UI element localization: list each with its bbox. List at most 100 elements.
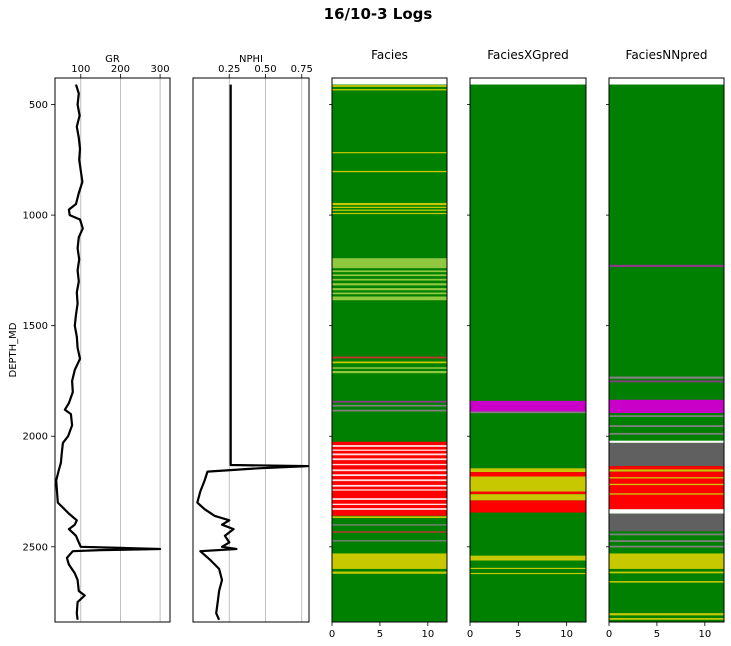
y-axis-label: DEPTH_MD	[8, 322, 19, 377]
figure-title: 16/10-3 Logs	[324, 5, 433, 23]
y-tick-label: 500	[29, 100, 48, 111]
facies-band	[609, 264, 724, 268]
facies-band	[609, 469, 724, 472]
y-tick-label: 1000	[23, 211, 48, 222]
facies-band	[332, 202, 447, 206]
facies-band	[609, 483, 724, 486]
facies-band	[332, 469, 447, 472]
facies-band	[332, 453, 447, 456]
x-tick-label: 10	[560, 629, 573, 640]
facies-band	[332, 270, 447, 273]
facies-band	[332, 571, 447, 574]
x-tick-label: 0	[606, 629, 612, 640]
facies-band	[332, 85, 447, 87]
axes-frame	[331, 77, 448, 623]
axes-frame	[54, 77, 171, 623]
x-tick-label: 200	[111, 64, 130, 75]
facies-band	[332, 170, 447, 173]
facies-band	[332, 283, 447, 286]
x-tick-label: 0	[329, 629, 335, 640]
facies-band	[332, 524, 447, 526]
axes-frame	[608, 77, 725, 623]
facies-band	[332, 206, 447, 209]
facies-band	[332, 367, 447, 369]
facies-band	[470, 468, 586, 473]
nphi-track: 0.25 0.50 0.75 NPHI	[192, 54, 313, 623]
facies-band	[470, 84, 586, 622]
x-axis-label: NPHI	[239, 54, 263, 65]
facies-band	[332, 258, 447, 269]
facies-band	[609, 493, 724, 495]
facies-band	[332, 371, 447, 374]
panels: 100 200 300GR5001000150020002500DEPTH_MD0.…	[8, 48, 725, 640]
x-tick-label: 10	[421, 629, 434, 640]
facies-band	[332, 463, 447, 466]
facies-band	[609, 509, 724, 514]
facies-band	[609, 432, 724, 435]
facies-band	[609, 613, 724, 616]
facies-band	[332, 361, 447, 364]
facies-band	[332, 516, 447, 519]
facies-band	[470, 476, 586, 492]
facies-band	[332, 288, 447, 291]
facies-band	[609, 380, 724, 383]
facies-band	[332, 474, 447, 477]
facies-band	[332, 409, 447, 412]
x-axis-label: GR	[105, 54, 120, 65]
track-title: FaciesNNpred	[626, 48, 708, 62]
track-title: Facies	[371, 48, 408, 62]
y-tick-label: 2000	[23, 432, 48, 443]
facies-band	[332, 209, 447, 211]
facies-band	[609, 84, 724, 622]
facies-band	[609, 571, 724, 574]
facies-band	[609, 466, 724, 470]
facies-band	[470, 572, 586, 575]
facies-band	[470, 555, 586, 561]
facies-band	[332, 484, 447, 487]
facies-band	[470, 472, 586, 477]
facies-band	[470, 411, 586, 414]
facies-band	[470, 491, 586, 495]
facies-band	[332, 489, 447, 491]
facies-band	[609, 553, 724, 569]
facies-band	[332, 449, 447, 451]
gr-track: 100 200 300 GR 500 1000 1500 2000 2500 DEPTH_MD	[8, 54, 171, 623]
x-tick-label: 5	[515, 629, 521, 640]
facies-band	[470, 400, 586, 412]
x-tick-label: 100	[71, 64, 90, 75]
facies-band	[609, 533, 724, 536]
facies-band	[332, 292, 447, 295]
faciesxgpred-track: FaciesXGpred 0 5 10	[467, 48, 587, 640]
facies-band	[332, 212, 447, 215]
log-curve	[55, 84, 162, 620]
facies-band	[609, 415, 724, 418]
facies-band	[332, 89, 447, 91]
facies-track: Facies 0 5 10	[329, 48, 448, 640]
track-title: FaciesXGpred	[487, 48, 569, 62]
facies-band	[332, 498, 447, 500]
x-tick-label: 5	[654, 629, 660, 640]
facies-band	[609, 540, 724, 542]
axes-frame	[192, 77, 310, 623]
facies-band	[332, 503, 447, 506]
facies-band	[609, 618, 724, 620]
facies-band	[332, 553, 447, 569]
x-tick-label: 5	[377, 629, 383, 640]
facies-band	[609, 425, 724, 427]
facies-band	[332, 274, 447, 277]
facies-band	[332, 152, 447, 154]
facies-band	[609, 581, 724, 583]
facies-band	[609, 376, 724, 379]
x-tick-label: 0	[467, 629, 473, 640]
facies-band	[470, 567, 586, 570]
facies-band	[332, 278, 447, 281]
facies-band	[609, 399, 724, 414]
facies-band	[609, 442, 724, 467]
facies-band	[609, 477, 724, 479]
facies-band	[609, 440, 724, 443]
facies-band	[332, 404, 447, 407]
x-tick-label: 0.50	[254, 64, 276, 75]
facies-band	[332, 458, 447, 461]
axes-frame	[469, 77, 587, 623]
x-tick-label: 300	[151, 64, 170, 75]
